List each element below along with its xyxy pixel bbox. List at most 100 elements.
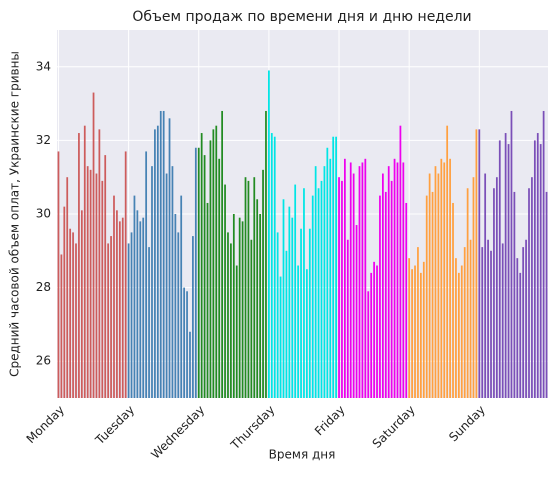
bar — [276, 232, 279, 398]
bar — [513, 191, 516, 398]
bar — [194, 147, 197, 398]
bar — [83, 125, 86, 399]
bar — [262, 169, 264, 398]
bar — [250, 239, 253, 398]
bar — [209, 140, 212, 398]
bar — [291, 217, 294, 398]
bar — [265, 110, 267, 399]
bar — [297, 265, 299, 398]
bar — [273, 136, 276, 398]
bar — [446, 125, 449, 399]
bar — [124, 151, 127, 398]
bar — [545, 191, 548, 398]
bar — [206, 202, 209, 398]
bar — [501, 243, 504, 398]
bar — [253, 177, 256, 398]
bar — [80, 210, 83, 398]
bar — [230, 243, 232, 398]
bar — [177, 232, 180, 398]
bar — [98, 129, 101, 399]
bar — [370, 272, 373, 398]
y-tick-label: 26 — [36, 354, 51, 368]
bar — [498, 140, 501, 398]
bar — [72, 232, 74, 398]
bar — [431, 191, 434, 398]
bar — [419, 272, 422, 398]
x-tick-label: Tuesday — [92, 403, 137, 448]
bar — [475, 129, 478, 399]
bar — [460, 265, 463, 398]
bar — [457, 272, 460, 398]
x-axis-label: Время дня — [269, 448, 336, 462]
bar — [180, 195, 183, 398]
y-tick-label: 32 — [36, 133, 51, 147]
bar — [495, 177, 498, 398]
bar — [428, 173, 431, 398]
bar — [344, 158, 346, 398]
bar — [326, 147, 329, 398]
bar — [379, 195, 381, 398]
bar — [268, 70, 270, 398]
bar — [127, 243, 130, 398]
y-axis-label: Средний часовой объем оплат, Украинские … — [8, 51, 22, 377]
bar — [118, 221, 121, 398]
bar — [314, 166, 317, 398]
x-tick-label: Thursday — [227, 403, 277, 453]
bar — [221, 110, 224, 399]
bar — [303, 188, 305, 398]
bar — [332, 136, 335, 398]
bar — [121, 217, 124, 398]
bar — [200, 133, 203, 399]
bar — [361, 162, 364, 398]
bar — [437, 173, 440, 398]
bar — [425, 195, 428, 398]
bar — [440, 158, 443, 398]
bar — [329, 158, 332, 398]
bar — [364, 158, 367, 398]
bar — [490, 250, 492, 398]
x-tick-label: Sunday — [446, 403, 488, 445]
chart-title: Объем продаж по времени дня и дню недели — [132, 9, 471, 25]
bar — [402, 162, 405, 398]
bar — [238, 217, 241, 398]
bar — [539, 144, 542, 398]
bar — [338, 177, 340, 398]
bar — [536, 133, 539, 399]
bar — [294, 184, 297, 398]
bar — [282, 199, 285, 398]
bar — [95, 173, 98, 398]
bar — [349, 162, 352, 398]
bar — [452, 202, 454, 398]
bar — [396, 162, 399, 398]
bar — [288, 206, 291, 398]
bar — [57, 151, 60, 398]
bar — [387, 166, 390, 398]
bar — [341, 180, 343, 398]
bar — [270, 133, 273, 399]
bar — [306, 269, 308, 398]
bar — [542, 110, 545, 399]
bar — [154, 129, 156, 399]
bar — [107, 243, 110, 398]
bar — [63, 206, 66, 398]
bar — [528, 188, 530, 398]
bar — [66, 177, 69, 398]
bar — [335, 136, 337, 398]
bar — [449, 158, 451, 398]
bar — [414, 265, 416, 398]
bar — [399, 125, 402, 399]
bar — [358, 166, 361, 398]
bar — [455, 258, 457, 398]
x-tick-label: Wednesday — [148, 403, 207, 462]
bar — [376, 265, 378, 398]
bar — [168, 118, 171, 398]
bar — [197, 147, 200, 398]
bar — [232, 214, 235, 398]
bar — [244, 177, 247, 398]
bar — [323, 166, 326, 398]
bar — [224, 184, 226, 398]
bar — [192, 236, 194, 398]
bar — [411, 269, 413, 398]
y-tick-label: 30 — [36, 207, 51, 221]
bar — [443, 162, 446, 398]
